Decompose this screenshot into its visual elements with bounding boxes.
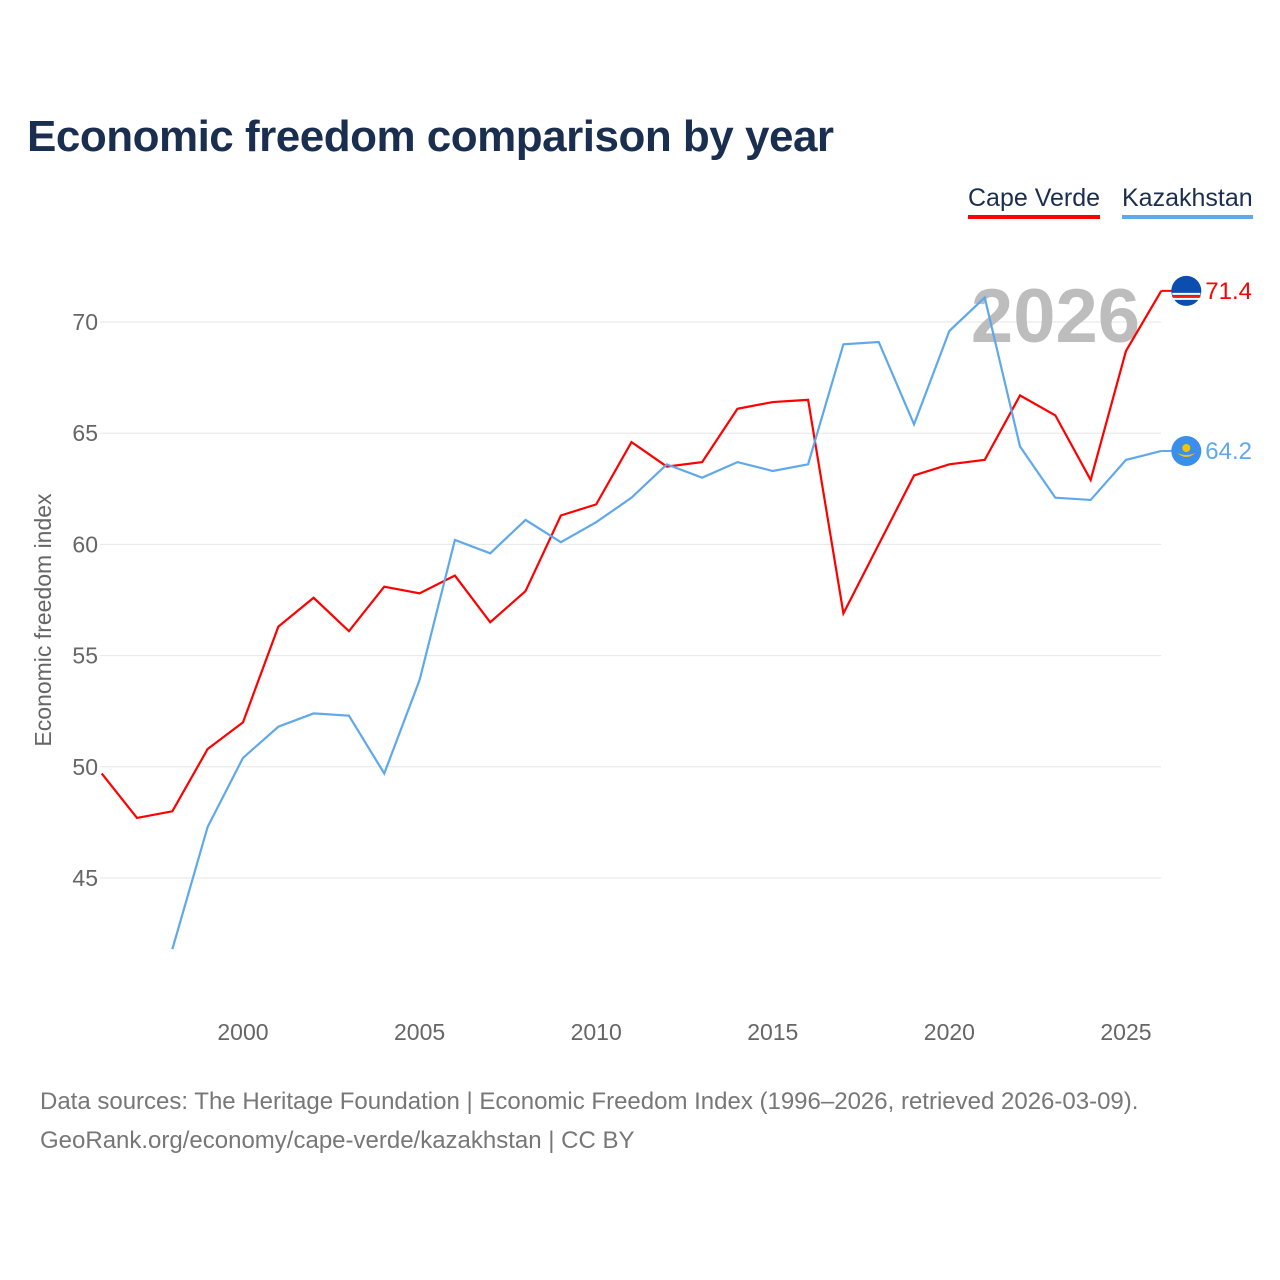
cape-verde-flag-icon bbox=[1171, 275, 1202, 306]
year-watermark: 2026 bbox=[971, 274, 1140, 359]
kazakhstan-flag-icon bbox=[1171, 435, 1202, 466]
legend-cape-verde[interactable]: Cape Verde bbox=[968, 184, 1101, 219]
end-value-label: 64.2 bbox=[1205, 438, 1252, 465]
legend-kazakhstan[interactable]: Kazakhstan bbox=[1122, 184, 1253, 219]
y-axis-label: Economic freedom index bbox=[30, 493, 56, 747]
y-tick-label: 60 bbox=[72, 531, 98, 557]
chart-title: Economic freedom comparison by year bbox=[27, 112, 834, 161]
y-tick-label: 45 bbox=[72, 865, 98, 891]
x-tick-label: 2025 bbox=[1100, 1019, 1151, 1045]
y-tick-label: 65 bbox=[72, 420, 98, 446]
y-tick-label: 55 bbox=[72, 643, 98, 669]
footer-sources: Data sources: The Heritage Foundation | … bbox=[40, 1088, 1139, 1115]
x-tick-label: 2000 bbox=[217, 1019, 268, 1045]
x-tick-label: 2020 bbox=[924, 1019, 975, 1045]
y-tick-label: 50 bbox=[72, 754, 98, 780]
y-tick-label: 70 bbox=[72, 309, 98, 335]
series-line-kazakhstan bbox=[171, 295, 1162, 950]
footer-url[interactable]: GeoRank.org/economy/cape-verde/kazakhsta… bbox=[40, 1127, 635, 1154]
x-tick-label: 2015 bbox=[747, 1019, 798, 1045]
end-value-label: 71.4 bbox=[1205, 278, 1252, 305]
x-tick-label: 2005 bbox=[394, 1019, 445, 1045]
x-tick-label: 2010 bbox=[571, 1019, 622, 1045]
